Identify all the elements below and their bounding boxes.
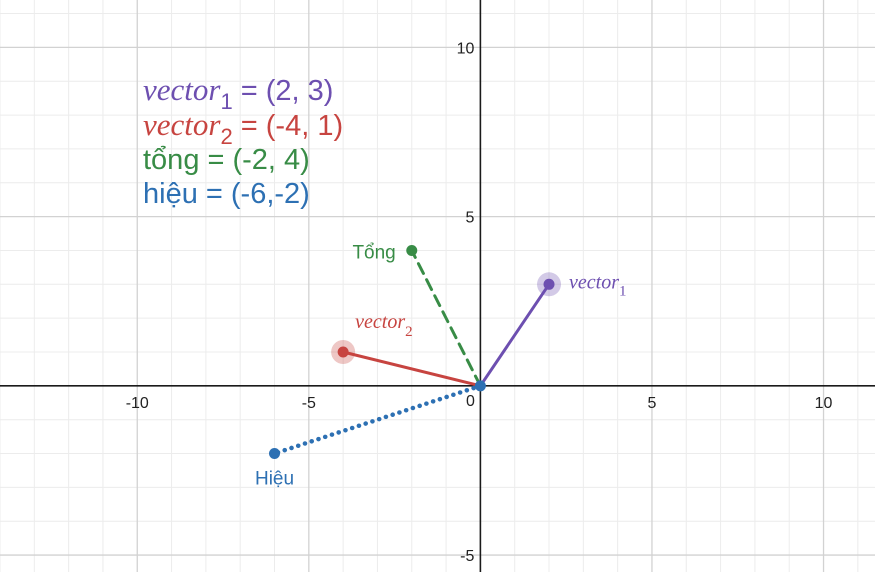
vector2-point[interactable] bbox=[337, 346, 349, 358]
tick-labels: -10 -5 0 5 10 5 10 -5 bbox=[126, 40, 833, 565]
hieu-segment bbox=[272, 383, 483, 456]
hieu-point[interactable] bbox=[269, 448, 281, 460]
vector1-point[interactable] bbox=[543, 278, 555, 290]
legend-line-tong: tổng = (-2, 4) bbox=[143, 144, 310, 176]
vector2-point-label: vector2 bbox=[355, 311, 412, 340]
vector1-segment bbox=[478, 282, 551, 388]
y-tick-label: 5 bbox=[465, 210, 474, 227]
x-tick-label: -5 bbox=[302, 395, 316, 412]
x-tick-label: 10 bbox=[815, 395, 833, 412]
x-tick-label: 5 bbox=[648, 395, 657, 412]
y-tick-label: -5 bbox=[460, 548, 474, 565]
legend-line-vector1: vector1 = (2, 3) bbox=[143, 72, 333, 114]
y-tick-label: 10 bbox=[457, 40, 475, 57]
origin-point[interactable] bbox=[474, 380, 486, 392]
series-hieu: Hiệu bbox=[255, 383, 483, 490]
tong-point[interactable] bbox=[406, 244, 418, 256]
series-vector2: vector2 bbox=[331, 311, 482, 388]
tong-segment bbox=[410, 248, 482, 388]
tong-point-label: Tổng bbox=[352, 242, 395, 263]
legend: vector1 = (2, 3)vector2 = (-4, 1)tổng = … bbox=[143, 72, 343, 210]
x-tick-label: -10 bbox=[126, 395, 149, 412]
legend-line-hieu: hiệu = (-6,-2) bbox=[143, 178, 310, 210]
vector-series: vector1 vector2 Tổng Hiệu bbox=[255, 242, 627, 489]
x-tick-label: 0 bbox=[466, 393, 475, 410]
series-tong: Tổng bbox=[352, 242, 482, 388]
legend-line-vector2: vector2 = (-4, 1) bbox=[143, 107, 343, 149]
series-vector1: vector1 bbox=[478, 271, 627, 388]
hieu-point-label: Hiệu bbox=[255, 469, 294, 490]
vector2-segment bbox=[341, 350, 482, 388]
